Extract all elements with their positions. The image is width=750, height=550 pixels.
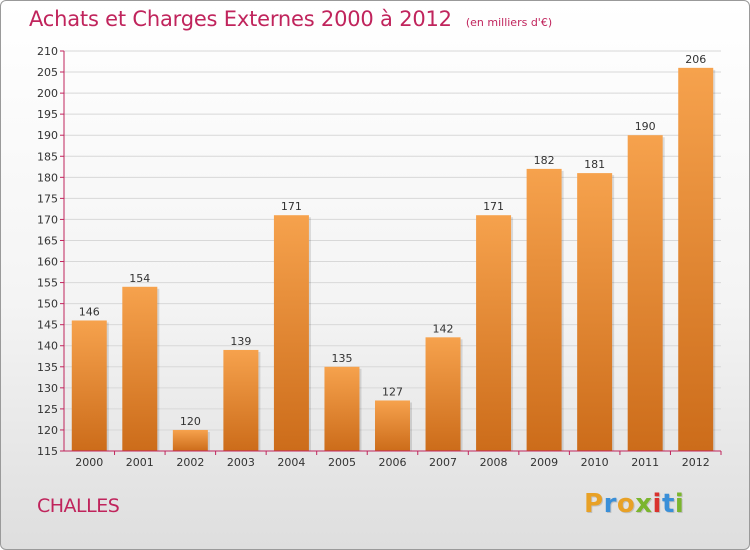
value-label: 171 — [281, 200, 302, 213]
x-tick-label: 2006 — [379, 456, 407, 469]
y-tick-label: 115 — [37, 445, 58, 458]
y-tick-label: 125 — [37, 403, 58, 416]
y-tick-label: 175 — [37, 192, 58, 205]
y-tick-label: 155 — [37, 277, 58, 290]
logo-letter: o — [616, 489, 636, 519]
bar-shadow — [106, 322, 109, 451]
bar — [273, 215, 309, 451]
value-label: 190 — [635, 120, 656, 133]
bars — [71, 67, 716, 452]
bar-shadow — [612, 175, 615, 451]
y-tick-label: 160 — [37, 256, 58, 269]
y-tick-label: 145 — [37, 319, 58, 332]
y-tick-label: 195 — [37, 108, 58, 121]
bar-shadow — [308, 217, 311, 451]
y-tick-label: 190 — [37, 129, 58, 142]
logo-letter: i — [652, 489, 662, 519]
value-label: 171 — [483, 200, 504, 213]
bar-shadow — [258, 351, 261, 451]
chart-unit: (en milliers d'€) — [465, 16, 553, 29]
value-label: 181 — [584, 158, 605, 171]
bar — [375, 400, 410, 451]
value-label: 154 — [129, 272, 150, 285]
x-tick-label: 2010 — [581, 456, 609, 469]
bar-shadow — [662, 137, 665, 452]
bar — [71, 320, 107, 451]
y-tick-label: 140 — [37, 340, 58, 353]
bar — [223, 349, 259, 451]
y-tick-label: 200 — [37, 87, 58, 100]
bar-shadow — [157, 288, 160, 451]
value-label: 146 — [79, 305, 100, 318]
bar — [172, 429, 208, 451]
bar — [526, 168, 562, 452]
x-tick-label: 2002 — [176, 456, 204, 469]
labels: 115 120 125 130 135 140 145 150 155 160 165 170 175 1… — [37, 45, 710, 469]
proxiti-logo: Proxiti — [584, 489, 684, 519]
x-tick-label: 2005 — [328, 456, 356, 469]
logo-letter: i — [674, 489, 685, 519]
logo-letter: t — [661, 489, 675, 519]
y-tick-label: 205 — [37, 66, 58, 79]
x-tick-label: 2000 — [75, 456, 103, 469]
grid-lines — [64, 50, 721, 431]
value-label: 182 — [534, 154, 555, 167]
chart-title-text: Achats et Charges Externes 2000 à 2012 — [29, 7, 452, 31]
x-tick-label: 2001 — [126, 456, 154, 469]
logo-letter: x — [635, 489, 653, 519]
bar-shadow — [561, 170, 564, 452]
x-tick-label: 2012 — [682, 456, 710, 469]
bar — [122, 286, 158, 451]
x-tick-label: 2009 — [530, 456, 558, 469]
bar — [627, 135, 663, 452]
value-label: 206 — [685, 53, 706, 66]
y-tick-label: 210 — [37, 45, 58, 58]
bar — [324, 366, 360, 451]
value-label: 120 — [180, 415, 201, 428]
value-label: 139 — [230, 335, 251, 348]
logo-letter: P — [584, 489, 604, 519]
value-label: 127 — [382, 385, 403, 398]
y-tick-label: 120 — [37, 424, 58, 437]
bar — [476, 215, 512, 451]
axes — [60, 50, 722, 455]
bar-shadow — [511, 217, 514, 451]
bar-shadow — [713, 69, 716, 451]
y-tick-label: 130 — [37, 382, 58, 395]
y-tick-label: 135 — [37, 361, 58, 374]
value-label: 142 — [433, 322, 454, 335]
logo-letter: r — [603, 489, 617, 519]
y-tick-label: 150 — [37, 298, 58, 311]
bar — [577, 173, 613, 451]
x-tick-label: 2007 — [429, 456, 457, 469]
y-tick-label: 170 — [37, 213, 58, 226]
x-tick-label: 2003 — [227, 456, 255, 469]
bar — [425, 337, 461, 451]
value-label: 135 — [331, 352, 352, 365]
bar-shadow — [460, 339, 463, 451]
y-tick-label: 180 — [37, 171, 58, 184]
bar-shadow — [207, 431, 210, 451]
place-name: CHALLES — [37, 495, 120, 517]
y-tick-label: 165 — [37, 234, 58, 247]
bar-shadow — [359, 368, 362, 451]
y-tick-label: 185 — [37, 150, 58, 163]
x-tick-label: 2008 — [480, 456, 508, 469]
x-tick-label: 2011 — [631, 456, 659, 469]
bar-shadow — [410, 402, 412, 451]
bar — [678, 67, 714, 451]
chart-title: Achats et Charges Externes 2000 à 2012 (e… — [29, 7, 552, 31]
x-tick-label: 2004 — [277, 456, 305, 469]
